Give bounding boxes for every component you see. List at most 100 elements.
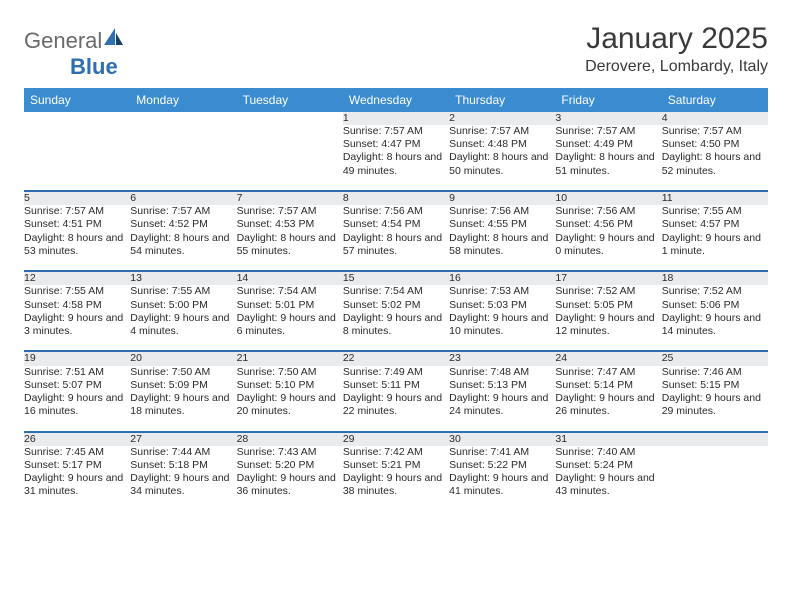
day-info-cell: Sunrise: 7:52 AMSunset: 5:06 PMDaylight:…: [662, 285, 768, 351]
day-number-row: 1234: [24, 112, 768, 125]
day-number-cell: 30: [449, 432, 555, 446]
title-block: January 2025 Derovere, Lombardy, Italy: [585, 22, 768, 76]
day-info-cell: Sunrise: 7:40 AMSunset: 5:24 PMDaylight:…: [555, 446, 661, 512]
day-number-cell: [130, 112, 236, 125]
day-info-row: Sunrise: 7:45 AMSunset: 5:17 PMDaylight:…: [24, 446, 768, 512]
logo: General Blue: [24, 28, 125, 80]
day-number-cell: [237, 112, 343, 125]
logo-text-gray: General: [24, 28, 102, 53]
day-info-cell: [237, 125, 343, 191]
day-info-cell: Sunrise: 7:49 AMSunset: 5:11 PMDaylight:…: [343, 366, 449, 432]
logo-text: General Blue: [24, 28, 125, 80]
day-number-cell: 13: [130, 271, 236, 285]
weekday-header: Friday: [555, 88, 661, 112]
day-number-cell: 22: [343, 351, 449, 365]
day-number-cell: 26: [24, 432, 130, 446]
day-info-cell: Sunrise: 7:45 AMSunset: 5:17 PMDaylight:…: [24, 446, 130, 512]
weekday-header: Saturday: [662, 88, 768, 112]
day-number-cell: 11: [662, 191, 768, 205]
day-number-cell: 9: [449, 191, 555, 205]
day-info-cell: Sunrise: 7:42 AMSunset: 5:21 PMDaylight:…: [343, 446, 449, 512]
day-number-cell: 28: [237, 432, 343, 446]
month-title: January 2025: [585, 22, 768, 56]
day-number-cell: 2: [449, 112, 555, 125]
day-info-cell: Sunrise: 7:57 AMSunset: 4:48 PMDaylight:…: [449, 125, 555, 191]
day-info-cell: Sunrise: 7:56 AMSunset: 4:54 PMDaylight:…: [343, 205, 449, 271]
day-info-cell: Sunrise: 7:47 AMSunset: 5:14 PMDaylight:…: [555, 366, 661, 432]
day-info-cell: [130, 125, 236, 191]
weekday-header: Wednesday: [343, 88, 449, 112]
day-number-cell: 4: [662, 112, 768, 125]
day-info-cell: Sunrise: 7:57 AMSunset: 4:49 PMDaylight:…: [555, 125, 661, 191]
day-number-cell: 27: [130, 432, 236, 446]
day-number-cell: 16: [449, 271, 555, 285]
day-number-cell: 7: [237, 191, 343, 205]
day-info-cell: Sunrise: 7:56 AMSunset: 4:56 PMDaylight:…: [555, 205, 661, 271]
day-number-cell: 5: [24, 191, 130, 205]
day-number-cell: 1: [343, 112, 449, 125]
day-info-cell: Sunrise: 7:51 AMSunset: 5:07 PMDaylight:…: [24, 366, 130, 432]
header: General Blue January 2025 Derovere, Lomb…: [24, 22, 768, 80]
day-number-cell: 12: [24, 271, 130, 285]
calendar-body: 1234Sunrise: 7:57 AMSunset: 4:47 PMDayli…: [24, 112, 768, 512]
day-number-cell: 17: [555, 271, 661, 285]
day-info-row: Sunrise: 7:55 AMSunset: 4:58 PMDaylight:…: [24, 285, 768, 351]
day-number-cell: 25: [662, 351, 768, 365]
day-number-cell: 31: [555, 432, 661, 446]
day-number-row: 12131415161718: [24, 271, 768, 285]
day-number-cell: 3: [555, 112, 661, 125]
day-info-cell: Sunrise: 7:57 AMSunset: 4:47 PMDaylight:…: [343, 125, 449, 191]
day-number-cell: 10: [555, 191, 661, 205]
day-number-cell: [24, 112, 130, 125]
weekday-header: Sunday: [24, 88, 130, 112]
day-info-cell: Sunrise: 7:56 AMSunset: 4:55 PMDaylight:…: [449, 205, 555, 271]
weekday-header-row: Sunday Monday Tuesday Wednesday Thursday…: [24, 88, 768, 112]
day-info-cell: Sunrise: 7:43 AMSunset: 5:20 PMDaylight:…: [237, 446, 343, 512]
day-info-cell: Sunrise: 7:55 AMSunset: 5:00 PMDaylight:…: [130, 285, 236, 351]
day-info-row: Sunrise: 7:57 AMSunset: 4:47 PMDaylight:…: [24, 125, 768, 191]
day-info-cell: [24, 125, 130, 191]
day-number-row: 19202122232425: [24, 351, 768, 365]
day-info-row: Sunrise: 7:51 AMSunset: 5:07 PMDaylight:…: [24, 366, 768, 432]
day-info-cell: Sunrise: 7:54 AMSunset: 5:02 PMDaylight:…: [343, 285, 449, 351]
logo-sail-icon: [104, 28, 124, 46]
day-number-row: 262728293031: [24, 432, 768, 446]
day-info-cell: [662, 446, 768, 512]
day-info-cell: Sunrise: 7:55 AMSunset: 4:57 PMDaylight:…: [662, 205, 768, 271]
day-info-cell: Sunrise: 7:44 AMSunset: 5:18 PMDaylight:…: [130, 446, 236, 512]
day-info-cell: Sunrise: 7:57 AMSunset: 4:52 PMDaylight:…: [130, 205, 236, 271]
location: Derovere, Lombardy, Italy: [585, 58, 768, 76]
day-number-cell: 19: [24, 351, 130, 365]
day-info-cell: Sunrise: 7:57 AMSunset: 4:51 PMDaylight:…: [24, 205, 130, 271]
day-info-cell: Sunrise: 7:50 AMSunset: 5:10 PMDaylight:…: [237, 366, 343, 432]
calendar-page: General Blue January 2025 Derovere, Lomb…: [0, 0, 792, 512]
weekday-header: Thursday: [449, 88, 555, 112]
day-info-cell: Sunrise: 7:50 AMSunset: 5:09 PMDaylight:…: [130, 366, 236, 432]
day-info-cell: Sunrise: 7:52 AMSunset: 5:05 PMDaylight:…: [555, 285, 661, 351]
day-info-cell: Sunrise: 7:55 AMSunset: 4:58 PMDaylight:…: [24, 285, 130, 351]
day-number-cell: 24: [555, 351, 661, 365]
calendar-table: Sunday Monday Tuesday Wednesday Thursday…: [24, 88, 768, 512]
day-number-cell: 23: [449, 351, 555, 365]
day-info-cell: Sunrise: 7:48 AMSunset: 5:13 PMDaylight:…: [449, 366, 555, 432]
day-info-cell: Sunrise: 7:46 AMSunset: 5:15 PMDaylight:…: [662, 366, 768, 432]
day-number-cell: 18: [662, 271, 768, 285]
day-number-cell: 15: [343, 271, 449, 285]
day-info-cell: Sunrise: 7:54 AMSunset: 5:01 PMDaylight:…: [237, 285, 343, 351]
day-number-cell: 21: [237, 351, 343, 365]
weekday-header: Tuesday: [237, 88, 343, 112]
day-number-cell: [662, 432, 768, 446]
day-info-row: Sunrise: 7:57 AMSunset: 4:51 PMDaylight:…: [24, 205, 768, 271]
day-number-cell: 6: [130, 191, 236, 205]
day-info-cell: Sunrise: 7:57 AMSunset: 4:50 PMDaylight:…: [662, 125, 768, 191]
day-info-cell: Sunrise: 7:53 AMSunset: 5:03 PMDaylight:…: [449, 285, 555, 351]
weekday-header: Monday: [130, 88, 236, 112]
day-number-cell: 20: [130, 351, 236, 365]
day-number-cell: 29: [343, 432, 449, 446]
day-number-row: 567891011: [24, 191, 768, 205]
logo-text-blue: Blue: [70, 54, 118, 79]
day-info-cell: Sunrise: 7:41 AMSunset: 5:22 PMDaylight:…: [449, 446, 555, 512]
day-number-cell: 14: [237, 271, 343, 285]
day-number-cell: 8: [343, 191, 449, 205]
day-info-cell: Sunrise: 7:57 AMSunset: 4:53 PMDaylight:…: [237, 205, 343, 271]
